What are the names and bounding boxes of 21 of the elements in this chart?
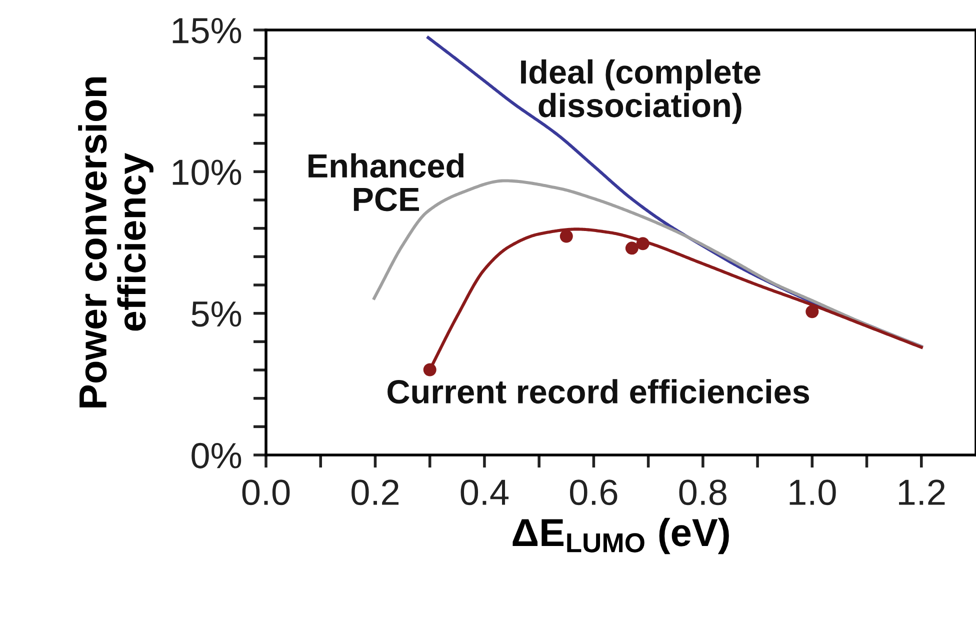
point — [806, 305, 819, 318]
x-tick-label: 0.2 — [352, 480, 399, 506]
x-tick-label: 1.2 — [899, 480, 945, 505]
y-axis-title: Power conversion efficiency — [78, 77, 154, 408]
x-tick-label: 1.0 — [790, 480, 836, 506]
point — [636, 237, 650, 250]
point — [625, 242, 638, 255]
y-tick-label: 0% — [192, 442, 242, 468]
y-tick-label: 10% — [172, 160, 242, 186]
y-tick-label: 5% — [192, 301, 242, 327]
point — [560, 230, 573, 243]
x-tick-label: 0.4 — [460, 480, 509, 506]
x-tick-label: 0.6 — [570, 480, 618, 506]
x-tick-label: 0.8 — [679, 480, 726, 506]
x-axis-title: ΔE$_{LUMO}$ (eV) — [512, 518, 729, 554]
series-label: Ideal (complete dissociation) — [521, 59, 760, 124]
point — [423, 363, 436, 376]
x-tick-label: 0.0 — [242, 480, 290, 506]
series-label: Current record efficiencies — [388, 379, 810, 404]
series-label: Enhanced PCE — [308, 153, 464, 212]
y-tick-label: 15% — [172, 18, 242, 44]
